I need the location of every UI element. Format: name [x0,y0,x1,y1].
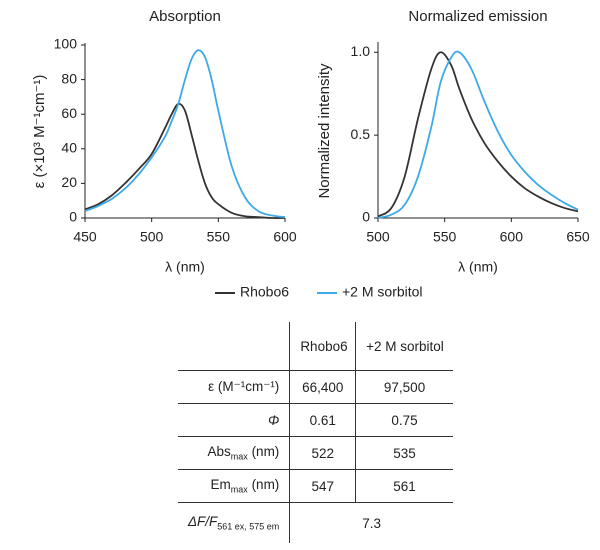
row-label-unit: (nm) [251,444,280,460]
table-row: Φ 0.61 0.75 [178,403,453,437]
table-cell: 561 [355,469,453,503]
table-cell: 66,400 [289,370,356,404]
row-label-text: Abs [207,444,231,460]
header-row: Rhobo6 +2 M sorbitol [178,322,453,371]
x-tick-label: 650 [566,229,590,245]
y-tick-label: 1.0 [351,43,371,59]
properties-table: Rhobo6 +2 M sorbitol ε (M⁻¹cm⁻¹) 66,400 97,5… [178,322,453,543]
row-label: ε (M⁻¹cm⁻¹) [178,370,290,404]
x-tick-label: 500 [140,229,164,245]
row-label: Absmax (nm) [178,436,290,470]
table-cell: 97,500 [355,370,453,404]
column-header: Rhobo6 [289,322,356,371]
row-label-text: ΔF/F [187,514,218,530]
table-cell: 535 [355,436,453,470]
row-label-subscript: 561 ex, 575 em [217,521,280,532]
row-label-text: Em [210,477,231,493]
table-cell: 522 [289,436,356,470]
data-line [377,50,579,219]
data-line [84,102,286,219]
chart-title: Normalized emission [408,8,547,25]
y-tick-label: 20 [61,174,77,190]
y-tick-label: 100 [54,36,78,52]
table-cell: 0.75 [355,403,453,437]
y-tick-label: 60 [61,105,77,121]
y-tick-label: 0 [69,209,77,225]
chart-title: Absorption [149,8,221,25]
row-label-subscript: max [230,484,248,495]
y-tick-label: 0.5 [351,126,371,142]
table-row: ΔF/F561 ex, 575 em 7.3 [178,502,453,543]
legend-label: Rhobo6 [240,284,289,300]
data-line [377,51,579,218]
row-label-subscript: max [230,451,248,462]
table-row: Emmax (nm) 547 561 [178,469,453,503]
x-tick-label: 500 [366,229,390,245]
table-cell: 7.3 [289,502,453,543]
x-axis-label: λ (nm) [458,259,498,275]
y-axis-label: Normalized intensity [316,63,333,199]
y-tick-label: 40 [61,140,77,156]
legend-label: +2 M sorbitol [342,284,423,300]
x-tick-label: 600 [500,229,524,245]
row-label-text: Φ [268,412,280,428]
y-tick-label: 0 [362,209,370,225]
table-row: Absmax (nm) 522 535 [178,436,453,470]
row-label: ΔF/F561 ex, 575 em [178,502,290,543]
x-tick-label: 550 [433,229,457,245]
table-row: ε (M⁻¹cm⁻¹) 66,400 97,500 [178,370,453,404]
row-label: Emmax (nm) [178,469,290,503]
row-label-unit: (nm) [251,477,280,493]
table-cell: 0.61 [289,403,356,437]
x-tick-label: 600 [273,229,297,245]
y-axis-label: ε (×10³ M⁻¹cm⁻¹) [31,75,48,189]
data-line [84,49,286,219]
x-tick-label: 550 [207,229,231,245]
column-header: +2 M sorbitol [355,322,453,371]
table-cell: 547 [289,469,356,503]
row-label: Φ [178,403,290,437]
y-tick-label: 80 [61,70,77,86]
corner-cell [178,322,290,371]
x-axis-label: λ (nm) [165,259,205,275]
row-label-text: ε (M⁻¹cm⁻¹) [208,379,280,394]
x-tick-label: 450 [73,229,97,245]
